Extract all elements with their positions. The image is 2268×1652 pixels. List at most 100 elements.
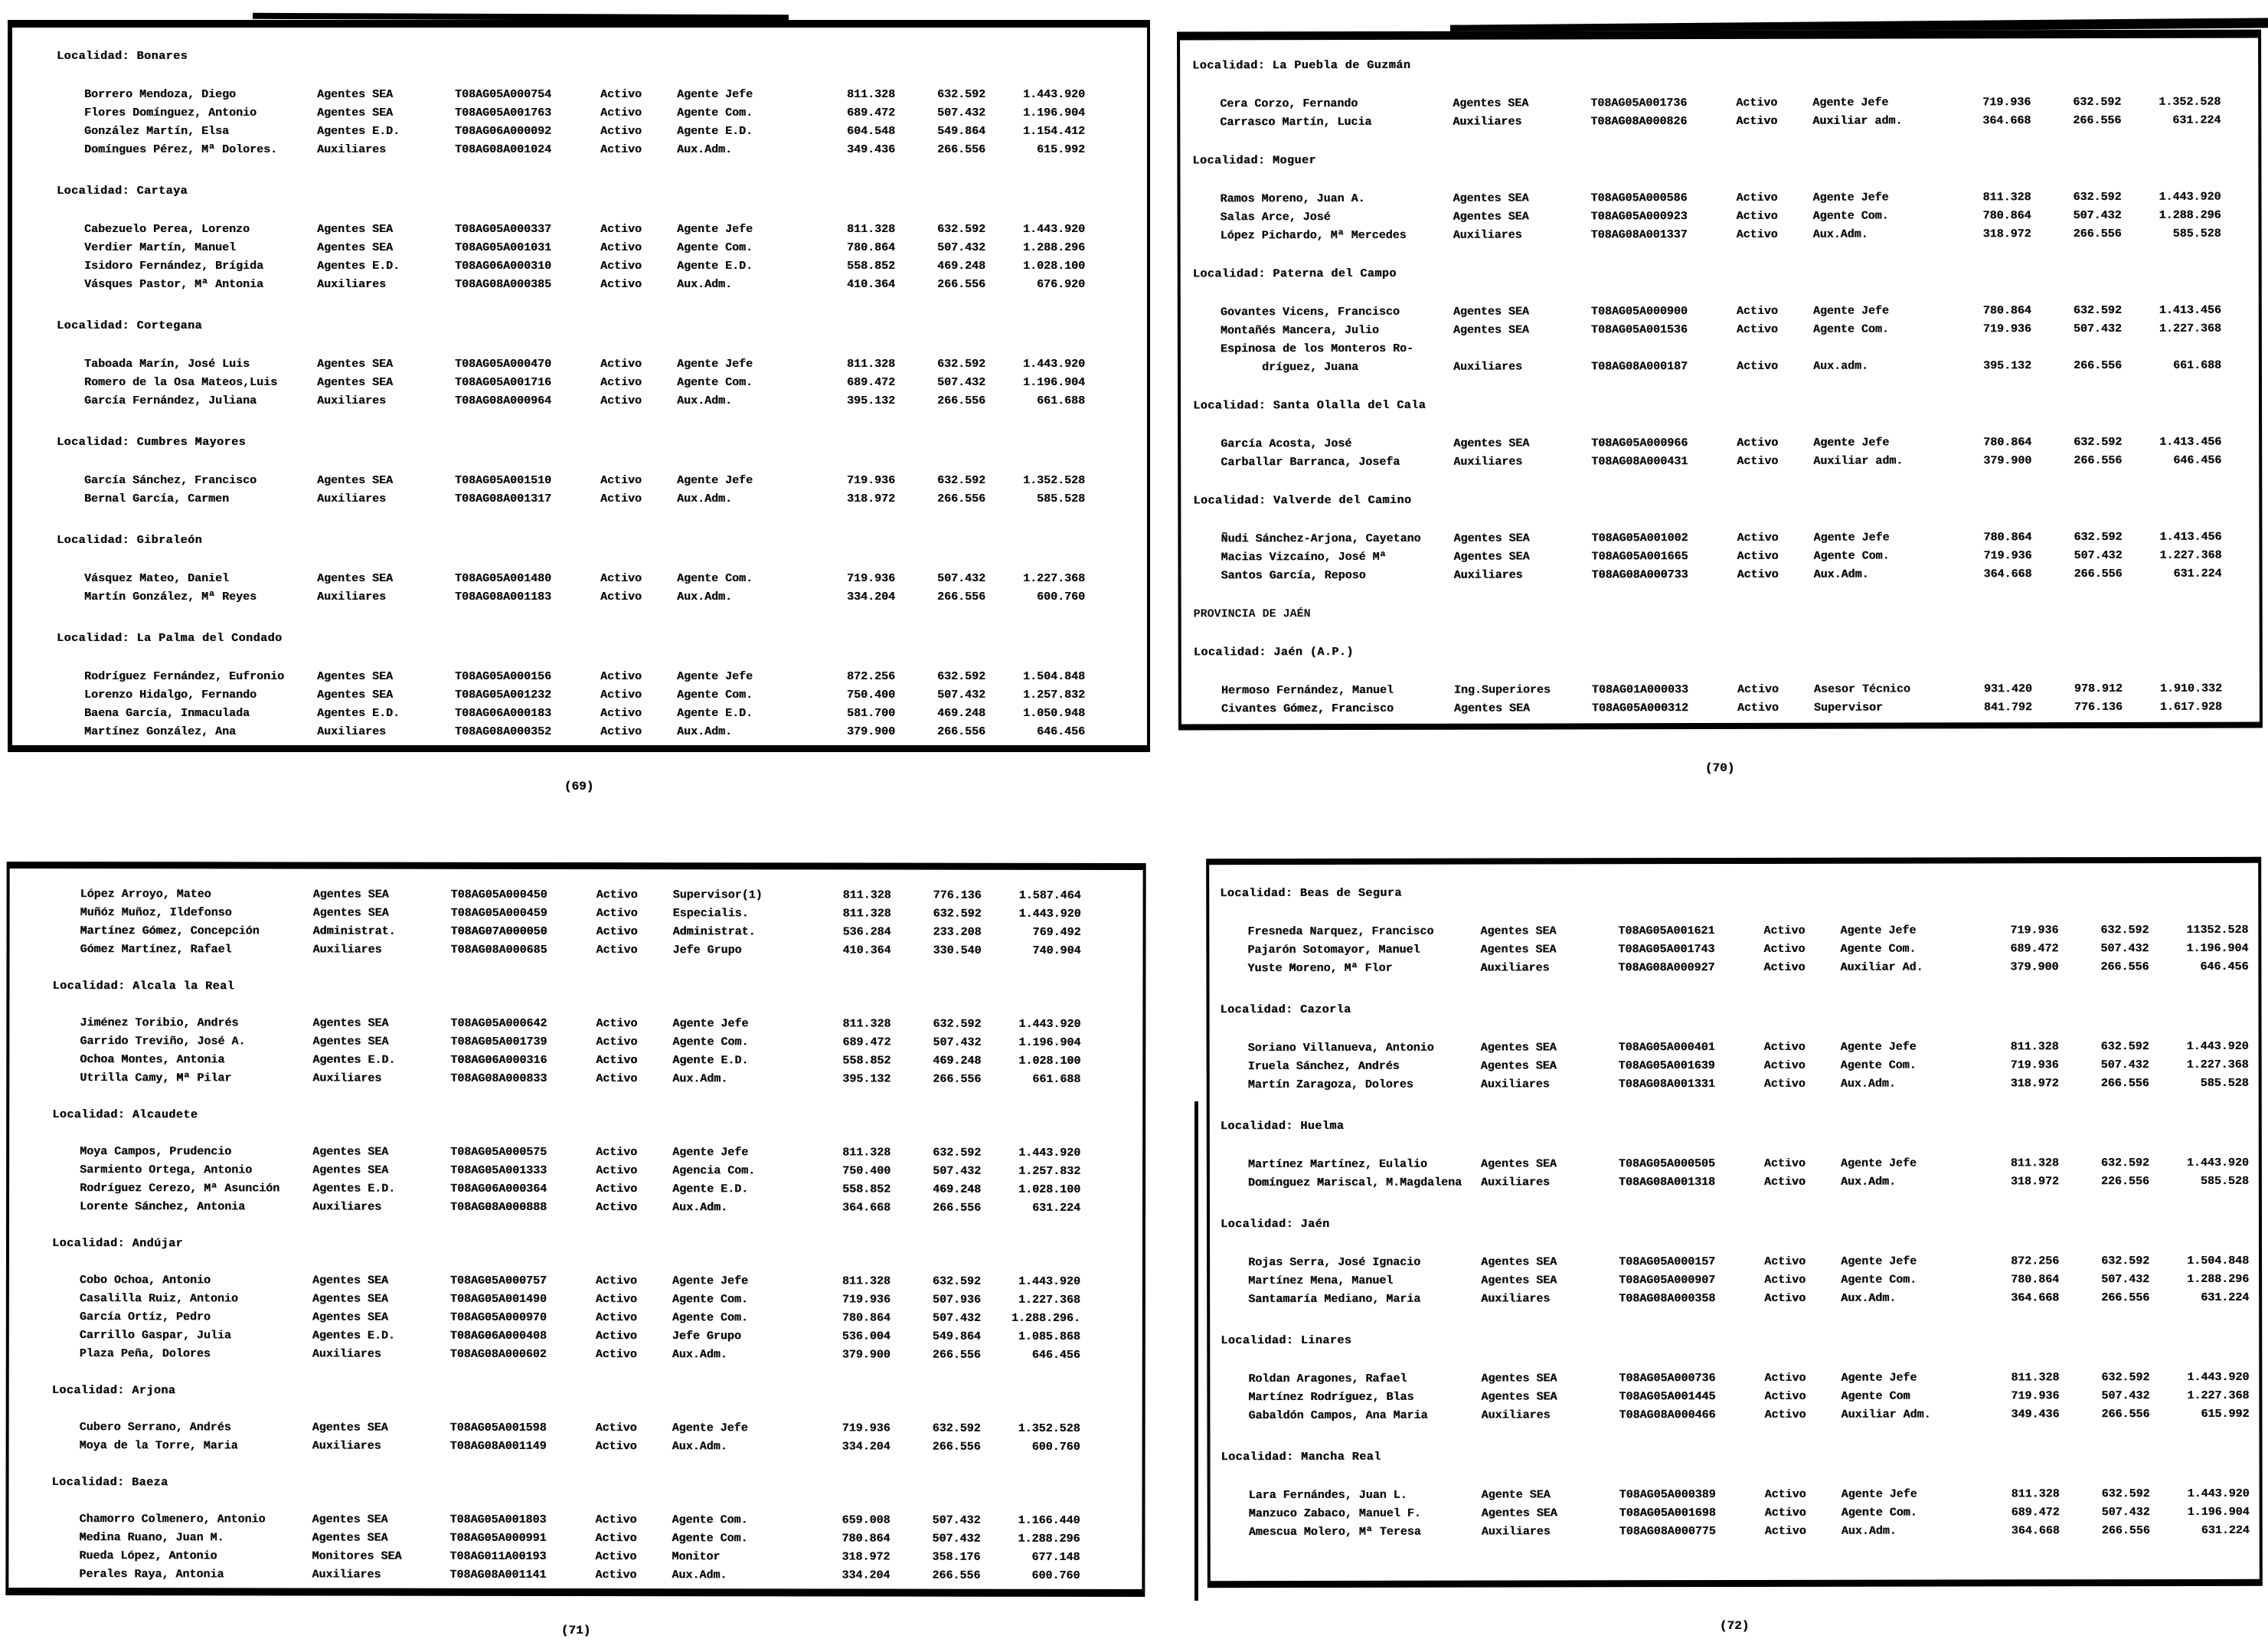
amount-col-3: 1.227.368 bbox=[1018, 1293, 1080, 1307]
amount-col-2: 266.556 bbox=[2101, 1291, 2150, 1305]
amount-col-1: 558.852 bbox=[842, 1054, 891, 1068]
employee-category: Auxiliares bbox=[317, 394, 387, 407]
employee-row: Iruela Sánchez, Andrés Agentes SEA T08AG05… bbox=[1248, 1056, 2251, 1076]
locality-heading: Localidad: Baeza bbox=[51, 1476, 168, 1490]
employee-row: Flores Domínguez, Antonio Agentes SEA T08A… bbox=[84, 104, 1133, 123]
locality-heading: Localidad: Moguer bbox=[1192, 154, 1316, 168]
employee-position: Agente Jefe bbox=[1812, 191, 1889, 204]
employee-category: Agentes SEA bbox=[1481, 1506, 1557, 1520]
amount-col-3: 1.196.904 bbox=[1022, 376, 1085, 389]
employee-status: Activo bbox=[1736, 359, 1778, 373]
amount-col-2: 507.432 bbox=[2101, 1273, 2150, 1287]
employee-code: T08AG08A000685 bbox=[450, 943, 547, 957]
employee-name: Ñudi Sánchez-Arjona, Cayetano bbox=[1221, 530, 1453, 549]
employee-status: Activo bbox=[600, 376, 642, 389]
employee-category: Agentes SEA bbox=[1480, 1041, 1557, 1055]
employee-status: Activo bbox=[596, 1183, 638, 1196]
amount-col-2: 632.592 bbox=[933, 907, 982, 921]
employee-row: Cobo Ochoa, Antonio Agentes SEA T08AG05A00… bbox=[80, 1271, 1129, 1291]
employee-name-line: Perales Raya, Antonia bbox=[79, 1568, 224, 1582]
locality-section: Localidad: Jaén Rojas Serra, José Ignacio… bbox=[1221, 1214, 2251, 1309]
employee-status: Activo bbox=[596, 1017, 638, 1031]
employee-row: Vásquez Mateo, Daniel Agentes SEA T08AG05A… bbox=[84, 570, 1133, 588]
employee-code: T08AG05A000900 bbox=[1590, 305, 1688, 319]
employee-row: Pajarón Sotomayor, Manuel Agentes SEA T08A… bbox=[1247, 940, 2250, 960]
employee-name: Yuste Moreno, Mª Flor bbox=[1247, 960, 1480, 979]
amount-col-3: 661.688 bbox=[2172, 358, 2221, 372]
amount-col-2: 266.556 bbox=[932, 1440, 981, 1454]
employee-name-line: Taboada Marín, José Luis bbox=[84, 358, 250, 371]
employee-name: Gabaldón Campos, Ana Maria bbox=[1248, 1407, 1481, 1426]
employee-name-line: Santos García, Reposo bbox=[1221, 568, 1366, 583]
employee-category: Agentes SEA bbox=[317, 241, 394, 254]
employee-position: Aux.Adm. bbox=[677, 590, 733, 604]
amount-col-3: 1.443.920 bbox=[1022, 88, 1085, 101]
amount-col-3: 1.227.368 bbox=[1022, 572, 1085, 585]
employee-row: Fresneda Narquez, Francisco Agentes SEA T0… bbox=[1247, 921, 2250, 941]
employee-status: Activo bbox=[1763, 1077, 1806, 1091]
employee-name-line: Chamorro Colmenero, Antonio bbox=[79, 1513, 266, 1526]
amount-col-1: 811.328 bbox=[2010, 1156, 2059, 1170]
employee-status: Activo bbox=[600, 106, 642, 119]
employee-status: Activo bbox=[600, 689, 642, 702]
employee-name-line: Martínez Martínez, Eulalio bbox=[1247, 1157, 1427, 1172]
employee-name-line: Gabaldón Campos, Ana Maria bbox=[1248, 1408, 1428, 1423]
employee-category: Auxiliares bbox=[312, 1347, 381, 1361]
employee-status: Activo bbox=[595, 1421, 637, 1435]
amount-col-1: 719.936 bbox=[1982, 322, 2031, 336]
employee-name-line: García Fernández, Juliana bbox=[84, 394, 257, 407]
employee-code: T08AG08A001141 bbox=[449, 1568, 547, 1582]
employee-name-line: Lorenzo Hidalgo, Fernando bbox=[84, 689, 257, 702]
amount-col-2: 266.556 bbox=[933, 1201, 982, 1215]
employee-category: Auxiliares bbox=[1453, 115, 1522, 129]
employee-position: Agente Com. bbox=[677, 376, 753, 389]
employee-name: García Ortíz, Pedro bbox=[80, 1308, 312, 1327]
employee-position: Auxiliar Adm. bbox=[1841, 1408, 1931, 1421]
employee-code: T08AG05A000337 bbox=[455, 223, 552, 236]
employee-code: T08AG08A001317 bbox=[455, 492, 552, 505]
employee-code: T08AG05A001536 bbox=[1590, 323, 1688, 337]
amount-col-2: 507.432 bbox=[936, 376, 985, 389]
employee-name: Manzuco Zabaco, Manuel F. bbox=[1249, 1505, 1482, 1524]
amount-col-1: 410.364 bbox=[846, 278, 895, 291]
amount-col-3: 1.257.832 bbox=[1018, 1164, 1081, 1178]
employee-row: Moya de la Torre, Maria Auxiliares T08AG08… bbox=[80, 1437, 1129, 1457]
employee-name-line: Romero de la Osa Mateos,Luis bbox=[84, 376, 278, 389]
employee-code: T08AG08A001331 bbox=[1618, 1078, 1715, 1091]
employee-category: Auxiliares bbox=[1453, 360, 1522, 374]
amount-col-3: 600.760 bbox=[1031, 1569, 1080, 1582]
employee-row: Rojas Serra, José Ignacio Agentes SEA T08A… bbox=[1248, 1252, 2251, 1272]
employee-name-line: Cubero Serrano, Andrés bbox=[79, 1421, 231, 1434]
employee-code: T08AG08A000431 bbox=[1591, 455, 1688, 469]
employee-row: Govantes Vicens, Francisco Agentes SEA T08… bbox=[1221, 302, 2250, 322]
locality-heading: Localidad: Arjona bbox=[51, 1384, 176, 1398]
employee-position: Agente Com. bbox=[672, 1035, 749, 1049]
employee-name-line: Vásques Pastor, Mª Antonia bbox=[84, 278, 264, 291]
employee-status: Activo bbox=[1736, 209, 1778, 223]
employee-name: Macias Vizcaíno, José Mª bbox=[1221, 548, 1453, 568]
employee-row: Domíngues Pérez, Mª Dolores. Auxiliares T0… bbox=[84, 141, 1133, 159]
amount-col-1: 318.972 bbox=[1982, 227, 2031, 241]
amount-col-3: 1.443.920 bbox=[1022, 223, 1085, 236]
employee-position: Aux.Adm. bbox=[1840, 1175, 1896, 1189]
locality-section: Localidad: Cortegana Taboada Marín, José … bbox=[57, 317, 1133, 411]
amount-col-1: 536.284 bbox=[842, 925, 891, 939]
amount-col-1: 719.936 bbox=[1982, 96, 2031, 110]
employee-name-line: Lara Fernándes, Juan L. bbox=[1248, 1488, 1407, 1503]
locality-heading: Localidad: La Palma del Condado bbox=[57, 632, 283, 645]
employee-status: Activo bbox=[600, 725, 642, 738]
employee-row: Borrero Mendoza, Diego Agentes SEA T08AG05… bbox=[84, 86, 1133, 104]
employee-position: Aux.Adm. bbox=[672, 1440, 727, 1454]
employee-name: Martínez González, Ana bbox=[84, 723, 317, 741]
employee-status: Activo bbox=[596, 1054, 638, 1068]
amount-col-2: 507.936 bbox=[932, 1293, 981, 1307]
employee-name: Sarmiento Ortega, Antonio bbox=[80, 1161, 312, 1179]
locality-heading: Localidad: Linares bbox=[1221, 1333, 1352, 1348]
employee-name: Martín González, Mª Reyes bbox=[84, 588, 317, 607]
employee-code: T08AG05A000389 bbox=[1619, 1488, 1716, 1502]
employee-name: Domíngues Pérez, Mª Dolores. bbox=[84, 141, 317, 159]
employee-name-line: García Ortíz, Pedro bbox=[79, 1310, 211, 1324]
employee-code: T08AG06A000364 bbox=[450, 1182, 547, 1196]
amount-col-3: 1.288.296. bbox=[1011, 1311, 1080, 1325]
employee-code: T08AG05A000470 bbox=[455, 358, 552, 371]
